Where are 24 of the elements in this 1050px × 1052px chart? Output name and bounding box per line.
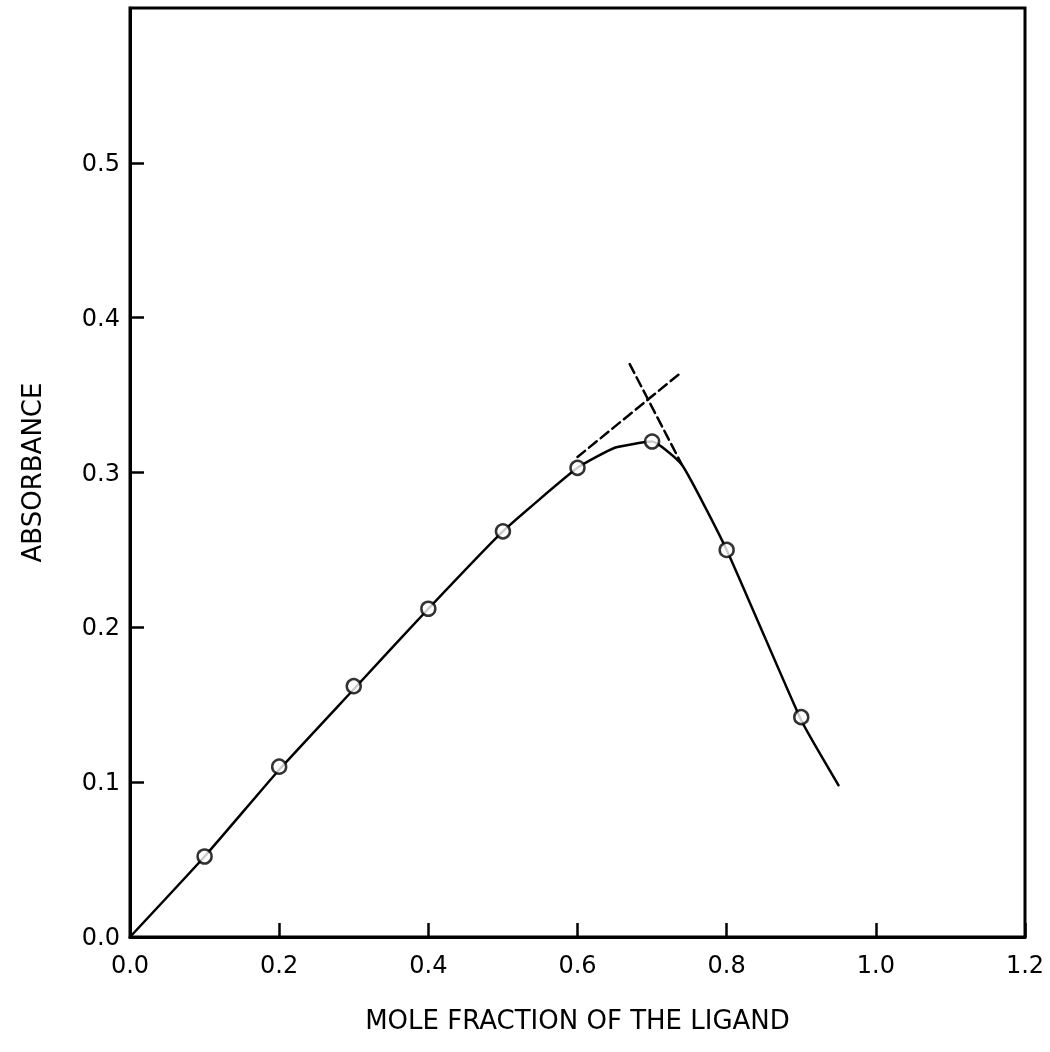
y-tick-label: 0.4 [81, 303, 120, 332]
point [196, 848, 213, 865]
x-tick-label: 0.2 [260, 951, 299, 979]
x-tick-label: 0.4 [409, 951, 448, 979]
point [569, 459, 586, 477]
y-tick-label: 0.2 [81, 613, 120, 642]
y-tick-label: 0.0 [81, 923, 120, 951]
x-tick-label: 0.0 [110, 951, 150, 979]
point [420, 600, 437, 617]
point [270, 758, 288, 775]
x-axis-title: MOLE FRACTION OF THE LIGAND [365, 1005, 790, 1035]
x-tick-label: 1.2 [1005, 951, 1045, 979]
y-tick-label: 0.3 [81, 458, 120, 487]
x-tick-label: 0.6 [558, 951, 597, 979]
x-tick-label: 0.8 [707, 951, 746, 979]
point [793, 708, 810, 726]
y-tick-label: 0.1 [81, 768, 120, 797]
point [718, 541, 735, 559]
x-tick-label: 1.0 [856, 951, 895, 979]
y-tick-label: 0.5 [81, 148, 120, 177]
y-axis-title: ABSORBANCE [17, 382, 47, 563]
point [643, 433, 661, 450]
point [345, 677, 362, 695]
point [494, 523, 512, 540]
